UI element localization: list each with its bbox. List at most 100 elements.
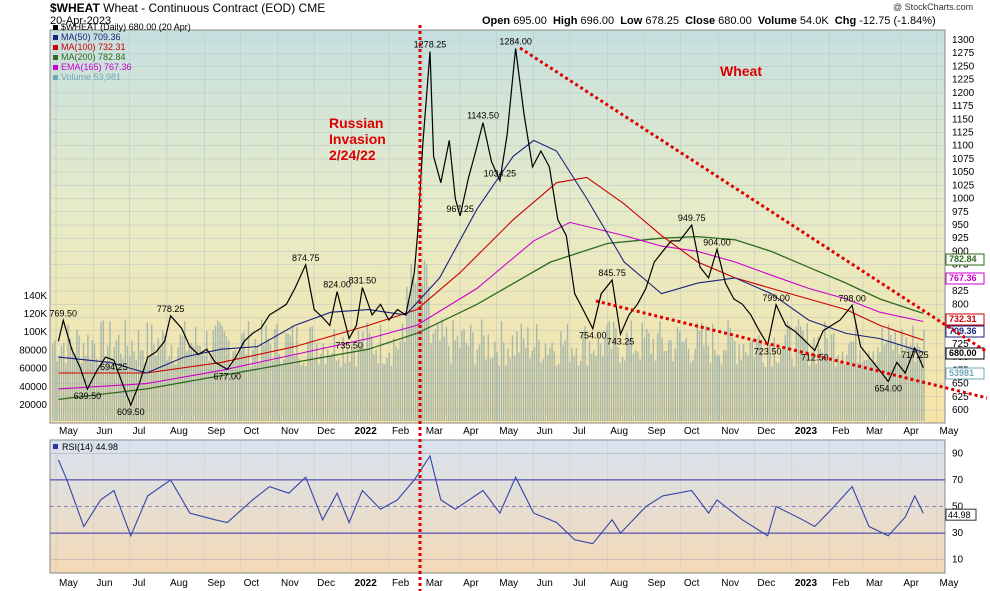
rsi-tick-label: 90 (952, 448, 964, 459)
volume-bar (712, 324, 714, 421)
y-tick-label: 600 (952, 405, 969, 416)
right-tag-label: 709.36 (949, 326, 977, 336)
volume-bar (641, 322, 643, 421)
volume-bar (879, 352, 881, 421)
close-label: Close (685, 15, 716, 27)
volume-bar (89, 359, 91, 421)
volume-bar (749, 341, 751, 421)
volume-bar (155, 355, 157, 421)
volume-bar (560, 331, 562, 421)
volume-bar (883, 344, 885, 421)
volume-bar (536, 324, 538, 421)
volume-bar (197, 345, 199, 421)
x-tick-label: Feb (392, 578, 410, 589)
volume-bar (289, 335, 291, 421)
x-tick-label: Apr (463, 426, 479, 437)
volume-bar (274, 328, 276, 421)
volume-bar (364, 350, 366, 421)
volume-bar (672, 361, 674, 421)
volume-tick-label: 60000 (19, 364, 47, 375)
volume-bar (498, 365, 500, 421)
low-value: 678.25 (645, 15, 679, 27)
volume-bar (111, 357, 113, 421)
volume-bar (294, 355, 296, 421)
volume-bar (225, 336, 228, 421)
volume-bar (643, 337, 646, 421)
volume-bar (144, 363, 146, 421)
volume-bar (725, 350, 727, 421)
volume-bar (901, 329, 903, 421)
price-label: 904.00 (703, 237, 731, 247)
ma50-line (58, 139, 924, 374)
volume-bar (657, 332, 659, 421)
volume-bar (472, 332, 474, 421)
volume-bar (223, 331, 225, 421)
chart-title: $WHEAT Wheat - Continuous Contract (EOD)… (50, 1, 325, 15)
volume-bar (195, 326, 197, 421)
open-value: 695.00 (513, 15, 547, 27)
volume-bar (320, 353, 322, 421)
x-tick-label: Mar (426, 578, 444, 589)
price-label: 677.00 (214, 371, 242, 381)
volume-bar (606, 324, 608, 421)
ema165-line (58, 221, 924, 390)
volume-bar (234, 349, 236, 421)
volume-bar (201, 354, 203, 421)
volume-bar (316, 343, 318, 421)
volume-bar (82, 343, 85, 421)
volume-bars (52, 260, 925, 421)
volume-bar (778, 362, 780, 421)
volume-bar (602, 355, 604, 421)
volume-bar (120, 353, 122, 421)
volume-tick-label: 40000 (19, 382, 47, 393)
x-tick-label: Apr (903, 426, 919, 437)
x-tick-label: May (499, 426, 518, 437)
invasion-label-3: 2/24/22 (329, 147, 376, 163)
volume-bar (71, 347, 74, 421)
volume-bar (496, 351, 498, 421)
volume-bar (311, 326, 313, 421)
volume-bar (547, 354, 549, 421)
volume-bar (448, 345, 450, 421)
volume-bar (410, 263, 412, 421)
volume-bar (674, 348, 676, 421)
volume-bar (96, 358, 98, 421)
price-label: 654.00 (875, 383, 903, 393)
volume-bar (371, 336, 373, 421)
x-tick-label: Jun (537, 578, 553, 589)
volume-bar (175, 364, 177, 421)
volume-bar (377, 363, 379, 421)
volume-bar (575, 348, 577, 421)
volume-bar (159, 347, 162, 421)
volume-bar (170, 345, 173, 421)
volume-bar (476, 349, 478, 421)
volume-bar (797, 319, 800, 421)
price-label: 769.50 (50, 308, 78, 318)
volume-bar (571, 347, 573, 421)
x-tick-label: Oct (244, 426, 260, 437)
legend-swatch (53, 75, 58, 80)
chg-label: Chg (834, 15, 857, 27)
volume-bar (401, 323, 404, 421)
volume-bar (140, 350, 142, 421)
volume-bar (137, 329, 140, 421)
volume-bar (910, 344, 912, 421)
volume-bar (789, 325, 791, 421)
volume-bar (687, 348, 690, 421)
volume-bar (703, 345, 705, 421)
price-label: 874.75 (292, 253, 320, 263)
volume-bar (540, 362, 542, 421)
volume-bar (115, 340, 118, 421)
volume-bar (467, 345, 470, 421)
volume-bar (426, 264, 428, 421)
volume-bar (808, 366, 811, 421)
volume-bar (892, 349, 894, 421)
volume-bar (723, 350, 725, 421)
invasion-label-2: Invasion (329, 131, 386, 147)
x-tick-label: 2022 (355, 578, 378, 589)
volume-bar (346, 347, 349, 421)
volume-bar (366, 322, 368, 421)
volume-bar (841, 351, 844, 421)
volume-bar (353, 347, 355, 421)
volume-bar (360, 345, 362, 421)
